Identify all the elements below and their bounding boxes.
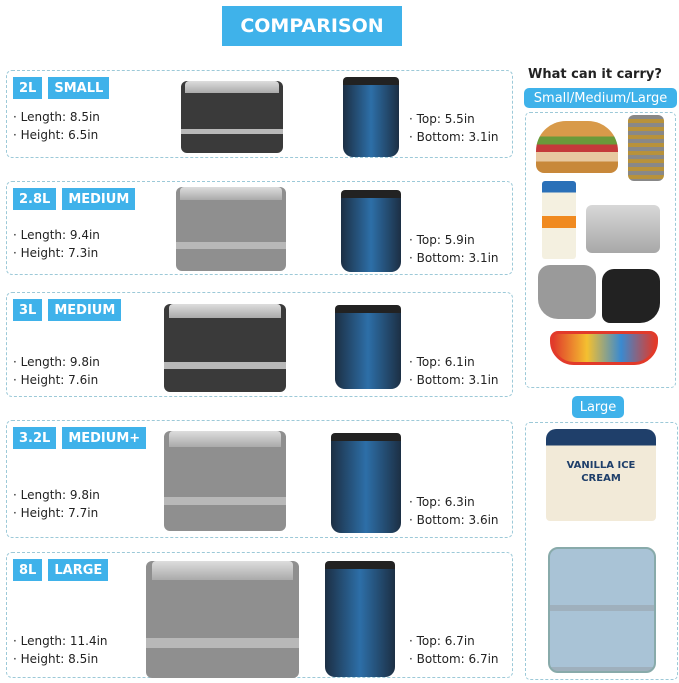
large-badge: Large: [572, 396, 624, 418]
size-badge: SMALL: [48, 77, 110, 99]
capacity-badge: 2L: [13, 77, 43, 99]
handlebar-bag-image: [164, 304, 286, 392]
top-spec: · Top: 5.5in: [409, 112, 475, 126]
bottle-pocket-image: [331, 433, 401, 533]
bottom-spec: · Bottom: 3.1in: [409, 373, 499, 387]
size-row: 3L MEDIUM · Length: 9.8in · Height: 7.6i…: [6, 292, 513, 397]
multi-tool-image: [628, 115, 664, 181]
height-spec: · Height: 7.3in: [13, 246, 99, 260]
bottle-pocket-image: [341, 190, 401, 272]
size-badge: MEDIUM: [62, 188, 136, 210]
row-badges: 8L LARGE: [13, 559, 109, 581]
gloves-image: [602, 269, 660, 323]
length-spec: · Length: 9.8in: [13, 355, 100, 369]
gloves-image: [538, 265, 596, 319]
capacity-badge: 3.2L: [13, 427, 57, 449]
bottom-spec: · Bottom: 3.6in: [409, 513, 499, 527]
row-badges: 3L MEDIUM: [13, 299, 122, 321]
length-spec: · Length: 8.5in: [13, 110, 100, 124]
row-badges: 2.8L MEDIUM: [13, 188, 136, 210]
page-title: COMPARISON: [222, 6, 402, 46]
ice-cream-label: VANILLA ICE CREAM: [566, 460, 636, 484]
ice-cream-tub-image: VANILLA ICE CREAM: [546, 429, 656, 521]
handlebar-bag-image: [146, 561, 299, 678]
top-spec: · Top: 5.9in: [409, 233, 475, 247]
bottle-pocket-image: [343, 77, 399, 157]
height-spec: · Height: 6.5in: [13, 128, 99, 142]
row-badges: 3.2L MEDIUM+: [13, 427, 147, 449]
handlebar-bag-image: [176, 187, 286, 271]
size-row: 3.2L MEDIUM+ · Length: 9.8in · Height: 7…: [6, 420, 513, 538]
top-spec: · Top: 6.7in: [409, 634, 475, 648]
length-spec: · Length: 9.8in: [13, 488, 100, 502]
capacity-badge: 3L: [13, 299, 43, 321]
large-items-box: VANILLA ICE CREAM: [525, 422, 678, 680]
row-badges: 2L SMALL: [13, 77, 110, 99]
small-medium-large-badge: Small/Medium/Large: [524, 88, 677, 108]
capacity-badge: 2.8L: [13, 188, 57, 210]
capacity-badge: 8L: [13, 559, 43, 581]
bottle-pocket-image: [335, 305, 401, 389]
size-badge: MEDIUM+: [62, 427, 147, 449]
sunglasses-image: [550, 331, 658, 365]
height-spec: · Height: 7.6in: [13, 373, 99, 387]
size-badge: LARGE: [48, 559, 109, 581]
bottom-spec: · Bottom: 6.7in: [409, 652, 499, 666]
handlebar-bag-image: [181, 81, 283, 153]
carry-heading: What can it carry?: [528, 67, 662, 82]
bottom-spec: · Bottom: 3.1in: [409, 130, 499, 144]
size-badge: MEDIUM: [48, 299, 122, 321]
burger-image: [536, 121, 618, 173]
bottle-pocket-image: [325, 561, 395, 677]
size-row: 2L SMALL · Length: 8.5in · Height: 6.5in…: [6, 70, 513, 158]
handlebar-bag-image: [164, 431, 286, 531]
length-spec: · Length: 11.4in: [13, 634, 108, 648]
top-spec: · Top: 6.3in: [409, 495, 475, 509]
bottom-spec: · Bottom: 3.1in: [409, 251, 499, 265]
size-row: 2.8L MEDIUM · Length: 9.4in · Height: 7.…: [6, 181, 513, 275]
height-spec: · Height: 7.7in: [13, 506, 99, 520]
height-spec: · Height: 8.5in: [13, 652, 99, 666]
small-items-box: [525, 112, 676, 388]
size-row: 8L LARGE · Length: 11.4in · Height: 8.5i…: [6, 552, 513, 678]
length-spec: · Length: 9.4in: [13, 228, 100, 242]
orange-juice-image: [542, 181, 576, 259]
lunch-box-image: [548, 547, 656, 673]
power-bank-image: [586, 205, 660, 253]
top-spec: · Top: 6.1in: [409, 355, 475, 369]
